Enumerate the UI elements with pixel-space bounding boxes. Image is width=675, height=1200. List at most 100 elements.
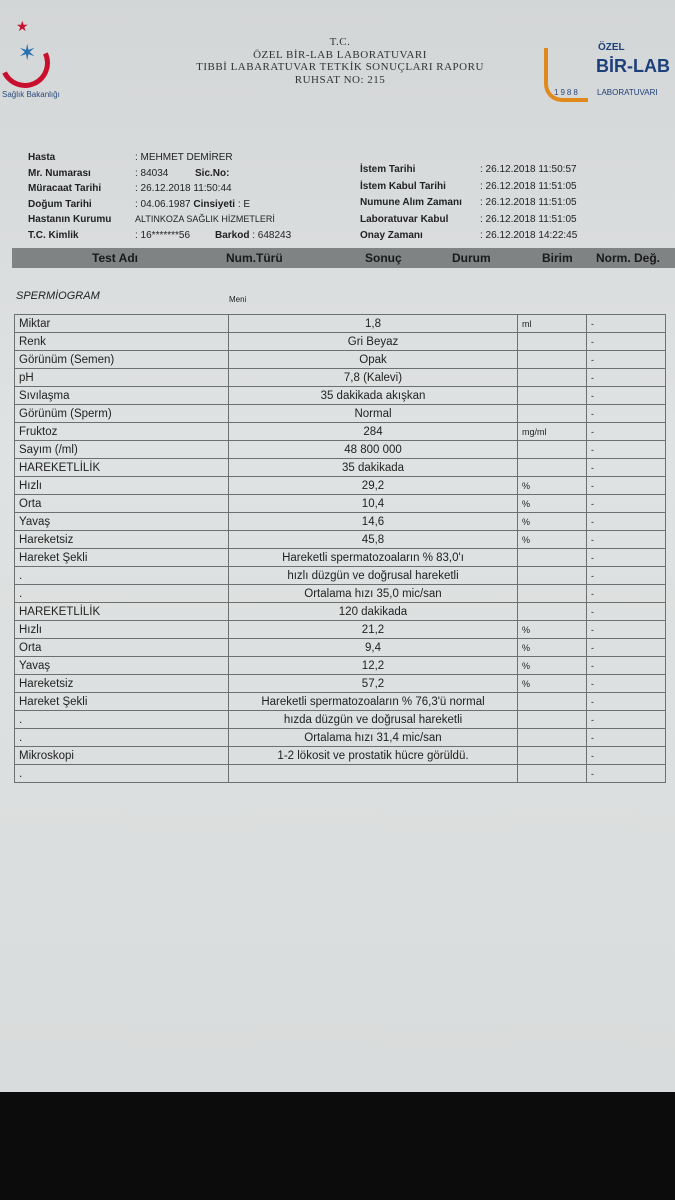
tc-id: : 16*******56 xyxy=(135,229,191,241)
dark-background xyxy=(0,1092,675,1200)
test-name: Fruktoz xyxy=(14,422,229,441)
table-row: Orta 10,4% - xyxy=(14,494,666,513)
table-row: Hareket Şekli Hareketli spermatozoaların … xyxy=(14,692,666,711)
table-row: Sayım (/ml) 48 800 000 - xyxy=(14,440,666,459)
unit: % xyxy=(517,620,587,639)
result: 120 dakikada xyxy=(228,602,518,621)
table-row: Hareketsiz 45,8% - xyxy=(14,530,666,549)
test-name: Mikroskopi xyxy=(14,746,229,765)
result: 14,6 xyxy=(228,512,518,531)
label: Numune Alım Zamanı xyxy=(360,197,462,208)
test-name: . xyxy=(14,710,229,729)
normal-value: - xyxy=(586,314,666,333)
gender: : E xyxy=(237,198,251,210)
unit: % xyxy=(517,638,587,657)
test-name: Hareketsiz xyxy=(14,674,229,693)
table-row: HAREKETLİLİK 35 dakikada - xyxy=(14,458,666,477)
result: 57,2 xyxy=(228,674,518,693)
sample-date: : 26.12.2018 11:51:05 xyxy=(480,197,577,208)
label: İstem Kabul Tarihi xyxy=(360,180,446,192)
normal-value: - xyxy=(586,512,666,531)
unit xyxy=(517,368,587,387)
test-name: Görünüm (Sperm) xyxy=(14,404,229,423)
normal-value: - xyxy=(586,764,666,783)
date-info: İstem Tarihi: 26.12.2018 11:50:57 İstem … xyxy=(360,162,577,245)
test-name: pH xyxy=(14,368,229,387)
table-row: Görünüm (Semen) Opak - xyxy=(14,350,666,369)
unit xyxy=(517,458,587,477)
unit xyxy=(517,566,587,585)
logo-name: BİR-LAB xyxy=(596,56,670,76)
label: Doğum Tarihi xyxy=(28,198,92,210)
result: hızda düzgün ve doğrusal hareketli xyxy=(228,710,518,729)
table-row: Sıvılaşma 35 dakikada akışkan - xyxy=(14,386,666,405)
normal-value: - xyxy=(586,620,666,639)
table-row: Miktar 1,8 ml - xyxy=(14,314,666,333)
normal-value: - xyxy=(586,674,666,693)
unit xyxy=(517,728,587,747)
result: Hareketli spermatozoaların % 76,3'ü norm… xyxy=(228,692,518,711)
unit xyxy=(517,710,587,729)
label: Cinsiyeti xyxy=(193,198,236,210)
result: 10,4 xyxy=(228,494,518,513)
result xyxy=(228,764,518,783)
test-name: Sıvılaşma xyxy=(14,386,229,405)
col-test-name: Test Adı xyxy=(92,251,139,265)
unit xyxy=(517,404,587,423)
test-name: HAREKETLİLİK xyxy=(14,458,229,477)
normal-value: - xyxy=(586,692,666,711)
test-name: Hareket Şekli xyxy=(14,692,229,711)
ministry-logo-text: Sağlık Bakanlığı xyxy=(2,90,60,99)
logo-year: 1988 xyxy=(554,88,580,97)
table-row: Orta 9,4% - xyxy=(14,638,666,657)
table-row: Hareketsiz 57,2% - xyxy=(14,674,666,693)
normal-value: - xyxy=(586,458,666,477)
test-name: Hızlı xyxy=(14,476,229,495)
table-row: Yavaş 14,6% - xyxy=(14,512,666,531)
label: Sic.No: xyxy=(195,167,230,179)
report-header: T.C. ÖZEL BİR-LAB LABORATUVARI TIBBİ LAB… xyxy=(150,36,530,86)
test-name: Hareket Şekli xyxy=(14,548,229,567)
test-name: Miktar xyxy=(14,314,229,333)
label: T.C. Kimlik xyxy=(28,229,79,241)
header-line: ÖZEL BİR-LAB LABORATUVARI xyxy=(253,48,427,61)
table-row: Mikroskopi 1-2 lökosit ve prostatik hücre… xyxy=(14,746,666,765)
table-row: HAREKETLİLİK 120 dakikada - xyxy=(14,602,666,621)
unit: mg/ml xyxy=(517,422,587,441)
table-row: .- xyxy=(14,764,666,783)
unit xyxy=(517,548,587,567)
test-name: HAREKETLİLİK xyxy=(14,602,229,621)
test-name: Yavaş xyxy=(14,512,229,531)
result: 9,4 xyxy=(228,638,518,657)
section-title: SPERMİOGRAM xyxy=(16,290,100,302)
star-icon: ★ xyxy=(16,18,29,34)
application-date: : 26.12.2018 11:50:44 xyxy=(135,183,232,194)
label: Hastanın Kurumu xyxy=(28,214,112,225)
normal-value: - xyxy=(586,476,666,495)
normal-value: - xyxy=(586,440,666,459)
test-name: Sayım (/ml) xyxy=(14,440,229,459)
normal-value: - xyxy=(586,404,666,423)
result: 45,8 xyxy=(228,530,518,549)
table-row: Fruktoz 284 mg/ml - xyxy=(14,422,666,441)
table-row: . Ortalama hızı 35,0 mic/san - xyxy=(14,584,666,603)
logo-ozel: ÖZEL xyxy=(598,42,625,53)
result: 48 800 000 xyxy=(228,440,518,459)
unit: % xyxy=(517,656,587,675)
table-row: pH 7,8 (Kalevi) - xyxy=(14,368,666,387)
result: Ortalama hızı 31,4 mic/san xyxy=(228,728,518,747)
unit xyxy=(517,746,587,765)
label: Mr. Numarası xyxy=(28,167,91,179)
normal-value: - xyxy=(586,656,666,675)
result: 35 dakikada akışkan xyxy=(228,386,518,405)
figure-icon: ✶ xyxy=(18,40,37,65)
table-row: Renk Gri Beyaz - xyxy=(14,332,666,351)
unit xyxy=(517,602,587,621)
normal-value: - xyxy=(586,350,666,369)
table-row: Hızlı 21,2% - xyxy=(14,620,666,639)
table-row: Görünüm (Sperm) Normal - xyxy=(14,404,666,423)
header-line: T.C. xyxy=(329,36,351,48)
result: hızlı düzgün ve doğrusal hareketli xyxy=(228,566,518,585)
result: 35 dakikada xyxy=(228,458,518,477)
test-name: Yavaş xyxy=(14,656,229,675)
